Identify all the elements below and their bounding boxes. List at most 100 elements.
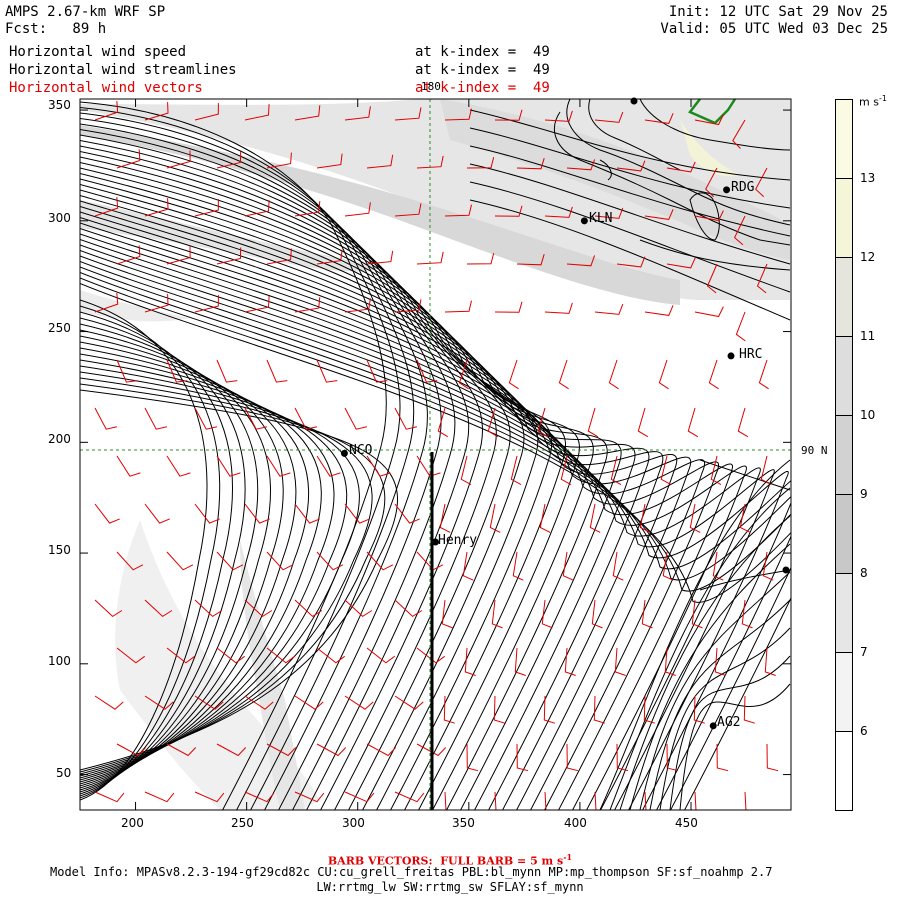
colorbar-segment	[835, 257, 853, 337]
wind-barb	[462, 551, 474, 581]
streamline	[80, 129, 456, 810]
wind-barb	[316, 743, 347, 757]
wind-barb	[166, 743, 197, 757]
wind-barb	[466, 156, 495, 169]
wind-barb	[144, 791, 175, 803]
wind-barb	[366, 455, 391, 477]
wind-barb	[644, 113, 674, 124]
wind-barb	[694, 210, 724, 222]
colorbar-label: 11	[860, 329, 876, 343]
wind-barb	[544, 302, 573, 314]
wind-barb	[216, 743, 247, 757]
wind-barb	[394, 299, 422, 313]
map-content	[80, 99, 791, 810]
wind-barb	[589, 503, 601, 533]
streamline	[80, 272, 791, 810]
wind-barb	[755, 167, 768, 198]
wind-barb	[437, 407, 449, 438]
wind-barb	[762, 551, 774, 581]
station-label-kln: KLN	[589, 211, 613, 226]
wind-barb	[194, 103, 219, 121]
streamline	[80, 217, 678, 810]
wind-barbs	[94, 101, 779, 810]
wind-barb	[564, 647, 576, 676]
streamline	[80, 173, 567, 810]
streamline	[80, 359, 335, 781]
wind-barb	[493, 695, 505, 724]
wind-barb	[594, 111, 624, 123]
wind-barb	[543, 695, 555, 724]
wind-barb	[662, 551, 674, 581]
wind-barb	[594, 207, 624, 219]
wind-barb	[266, 455, 291, 477]
wind-barb	[514, 647, 526, 676]
colorbar-label: 7	[860, 645, 868, 659]
wind-barb	[764, 647, 776, 676]
wind-barb	[194, 503, 220, 524]
wind-barb	[443, 695, 455, 724]
wind-barb	[766, 743, 779, 772]
streamline	[80, 200, 636, 810]
wind-barb	[344, 106, 371, 121]
field-vector-name: Horizontal wind vectors	[9, 80, 203, 96]
station-dot	[709, 722, 717, 730]
streamline	[80, 178, 580, 810]
green-outline	[688, 99, 737, 125]
wind-barb	[666, 161, 696, 173]
wind-barb	[144, 695, 174, 710]
wind-barb	[366, 359, 388, 383]
station-dot	[340, 449, 348, 457]
colorbar-label: 10	[860, 408, 876, 422]
station-label-ag2: AG2	[717, 715, 741, 730]
latitude-label: 90 N	[801, 444, 828, 457]
wind-barb	[594, 303, 624, 315]
wind-barb	[591, 599, 603, 629]
wind-barb	[644, 791, 647, 810]
x-tick-label: 450	[675, 816, 698, 830]
wind-barb	[266, 359, 288, 383]
streamline	[469, 109, 791, 181]
x-tick-label: 250	[231, 816, 254, 830]
colorbar-segment	[835, 336, 853, 416]
streamline	[80, 233, 719, 810]
wind-barb	[244, 599, 273, 618]
streamline	[80, 184, 594, 810]
streamline	[80, 239, 733, 810]
streamline	[80, 266, 791, 810]
streamline	[679, 683, 791, 810]
streamline	[80, 365, 348, 779]
wind-barb	[616, 743, 629, 772]
wind-barb	[541, 599, 553, 629]
wind-barb	[94, 599, 123, 618]
wind-barb	[439, 503, 451, 533]
wind-barb	[444, 300, 472, 313]
streamline	[80, 255, 775, 810]
wind-barb	[316, 359, 338, 383]
wind-barb	[562, 551, 574, 581]
wind-barb	[194, 407, 218, 430]
wind-barb	[216, 359, 238, 383]
wind-barb	[593, 695, 605, 724]
streamline	[649, 599, 791, 810]
wind-barb	[516, 158, 545, 170]
streamline	[80, 140, 483, 810]
colorbar-label: 9	[860, 487, 868, 501]
wind-barb	[444, 791, 447, 810]
wind-barb	[94, 791, 125, 803]
model-info: Model Info: MPASv8.2.3-194-gf29cd82c CU:…	[50, 865, 773, 879]
streamline	[469, 145, 791, 237]
wind-barb	[416, 359, 438, 383]
wind-barb	[566, 255, 596, 267]
colorbar-label: 8	[860, 566, 868, 580]
y-tick-label: 250	[48, 321, 71, 335]
streamline	[659, 627, 791, 810]
wind-barb	[266, 152, 292, 169]
wind-barb	[294, 201, 321, 217]
wind-barb	[743, 695, 755, 724]
wind-barb	[594, 791, 597, 810]
wind-barb	[166, 246, 191, 265]
wind-barb	[712, 551, 724, 581]
wind-barb	[464, 647, 476, 676]
wind-barb	[294, 407, 318, 430]
station-dot	[580, 217, 588, 225]
